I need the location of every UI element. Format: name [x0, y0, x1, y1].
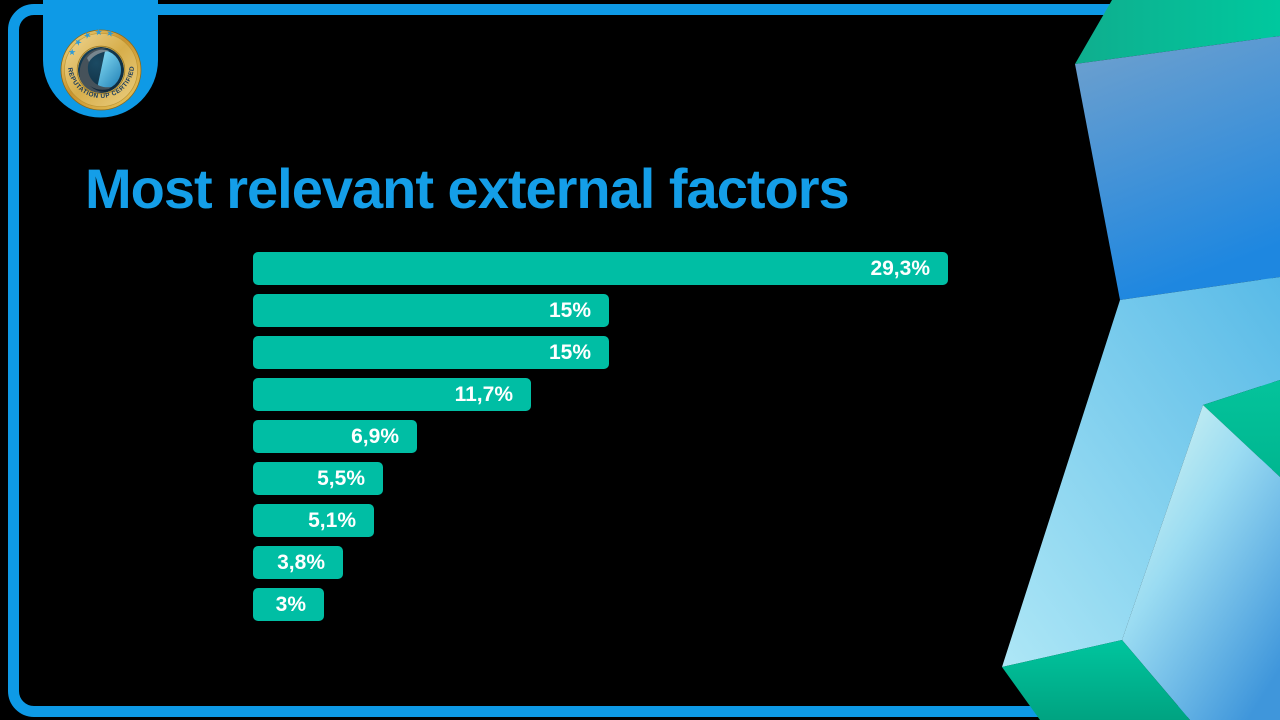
- bar: 3%: [253, 588, 324, 621]
- medal-icon: ★ ★ ★ ★ ★ REPUTATION UP CERTIFIED: [60, 27, 142, 111]
- reputation-up-certified-badge: ★ ★ ★ ★ ★ REPUTATION UP CERTIFIED: [43, 0, 158, 118]
- bar-value-label: 11,7%: [454, 382, 513, 406]
- crystal-facet-inner-green: [1203, 380, 1280, 477]
- crystal-facet-top-green: [1075, 0, 1280, 64]
- bar-value-label: 5,1%: [308, 508, 356, 532]
- crystal-facet-sky-band: [1002, 277, 1280, 667]
- bar: 29,3%: [253, 252, 948, 285]
- bar-value-label: 3,8%: [277, 550, 325, 574]
- bar-value-label: 29,3%: [870, 256, 930, 280]
- decorative-crystal: [1002, 0, 1280, 720]
- bar: 5,1%: [253, 504, 374, 537]
- bar-row: 11,7%: [253, 378, 973, 411]
- bar-row: 3%: [253, 588, 973, 621]
- bar: 6,9%: [253, 420, 417, 453]
- bar: 15%: [253, 294, 609, 327]
- bar-row: 29,3%: [253, 252, 973, 285]
- bar: 15%: [253, 336, 609, 369]
- bar-row: 6,9%: [253, 420, 973, 453]
- bar-row: 15%: [253, 294, 973, 327]
- bar-row: 3,8%: [253, 546, 973, 579]
- crystal-facet-blue: [1075, 36, 1280, 300]
- bar-value-label: 15%: [548, 340, 591, 364]
- bar: 3,8%: [253, 546, 343, 579]
- wave-logo-icon: [78, 47, 124, 93]
- crystal-facet-bottom-teal: [1002, 640, 1190, 720]
- bar-value-label: 5,5%: [317, 466, 365, 490]
- crystal-facet-mint: [1122, 405, 1280, 720]
- bar-chart: 29,3% 15% 15% 11,7% 6,9% 5,5% 5,1% 3,8% 3%: [253, 252, 973, 630]
- bar: 5,5%: [253, 462, 383, 495]
- bar-value-label: 15%: [548, 298, 591, 322]
- bar-row: 5,1%: [253, 504, 973, 537]
- bar: 11,7%: [253, 378, 531, 411]
- page-title: Most relevant external factors: [85, 157, 850, 220]
- bar-row: 15%: [253, 336, 973, 369]
- bar-value-label: 3%: [275, 592, 306, 616]
- bar-row: 5,5%: [253, 462, 973, 495]
- bar-value-label: 6,9%: [351, 424, 399, 448]
